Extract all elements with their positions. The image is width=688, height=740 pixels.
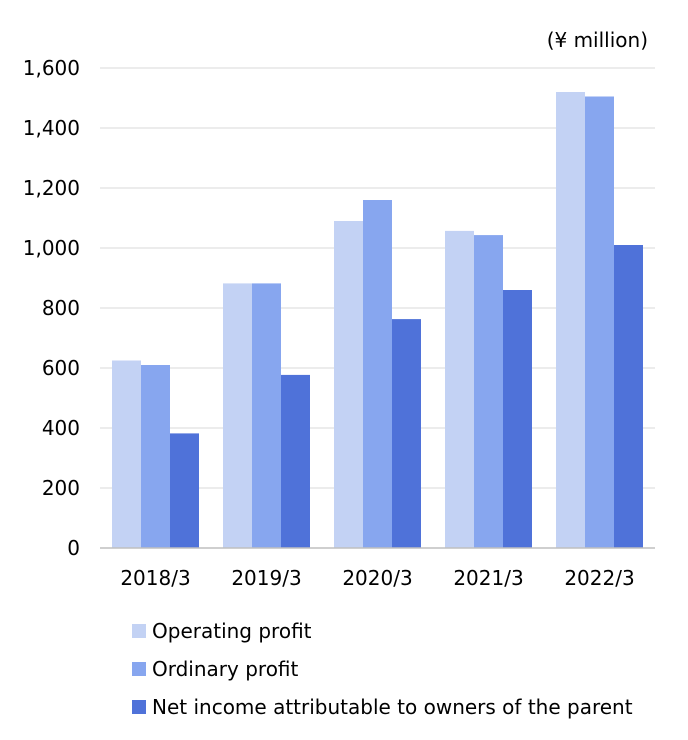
bar-operating-2019-3 <box>223 283 252 548</box>
legend-swatch-ordinary-profit <box>132 662 146 676</box>
legend-item-net-income: Net income attributable to owners of the… <box>132 688 633 726</box>
y-tick-label: 1,000 <box>23 236 80 260</box>
legend-swatch-net-income <box>132 700 146 714</box>
legend-item-operating-profit: Operating profit <box>132 612 633 650</box>
bar-ordinary-2020-3 <box>363 200 392 548</box>
bar-net-2020-3 <box>392 319 421 548</box>
y-axis-tick-labels: 0 200 400 600 800 1,000 1,200 1,400 1,600 <box>23 56 80 560</box>
bar-net-2018-3 <box>170 433 199 548</box>
bar-chart: (¥ million) 0 200 400 600 800 1,000 1,200 1,400… <box>23 28 655 590</box>
x-tick-label: 2020/3 <box>342 566 412 590</box>
x-tick-label: 2018/3 <box>120 566 190 590</box>
bar-ordinary-2019-3 <box>252 283 281 548</box>
y-tick-label: 0 <box>67 536 80 560</box>
y-tick-label: 1,600 <box>23 56 80 80</box>
bar-ordinary-2021-3 <box>474 235 503 548</box>
x-tick-label: 2022/3 <box>564 566 634 590</box>
y-tick-label: 1,400 <box>23 116 80 140</box>
y-tick-label: 800 <box>42 296 80 320</box>
bar-operating-2018-3 <box>112 360 141 548</box>
legend-label-net-income: Net income attributable to owners of the… <box>152 695 633 719</box>
x-tick-label: 2019/3 <box>231 566 301 590</box>
y-tick-label: 600 <box>42 356 80 380</box>
legend-swatch-operating-profit <box>132 624 146 638</box>
legend-label-operating-profit: Operating profit <box>152 619 312 643</box>
bar-ordinary-2018-3 <box>141 365 170 548</box>
legend-item-ordinary-profit: Ordinary profit <box>132 650 633 688</box>
bar-operating-2021-3 <box>445 230 474 548</box>
x-axis-tick-labels: 2018/3 2019/3 2020/3 2021/3 2022/3 <box>120 566 634 590</box>
bar-net-2021-3 <box>503 290 532 548</box>
bar-net-2019-3 <box>281 374 310 548</box>
y-tick-label: 200 <box>42 476 80 500</box>
bar-net-2022-3 <box>614 245 643 548</box>
x-tick-label: 2021/3 <box>453 566 523 590</box>
bar-ordinary-2022-3 <box>585 96 614 548</box>
unit-label: (¥ million) <box>547 28 648 52</box>
legend-label-ordinary-profit: Ordinary profit <box>152 657 299 681</box>
bars <box>112 92 643 548</box>
bar-operating-2022-3 <box>556 92 585 548</box>
y-tick-label: 400 <box>42 416 80 440</box>
y-tick-label: 1,200 <box>23 176 80 200</box>
legend: Operating profit Ordinary profit Net inc… <box>132 612 633 726</box>
bar-operating-2020-3 <box>334 221 363 548</box>
